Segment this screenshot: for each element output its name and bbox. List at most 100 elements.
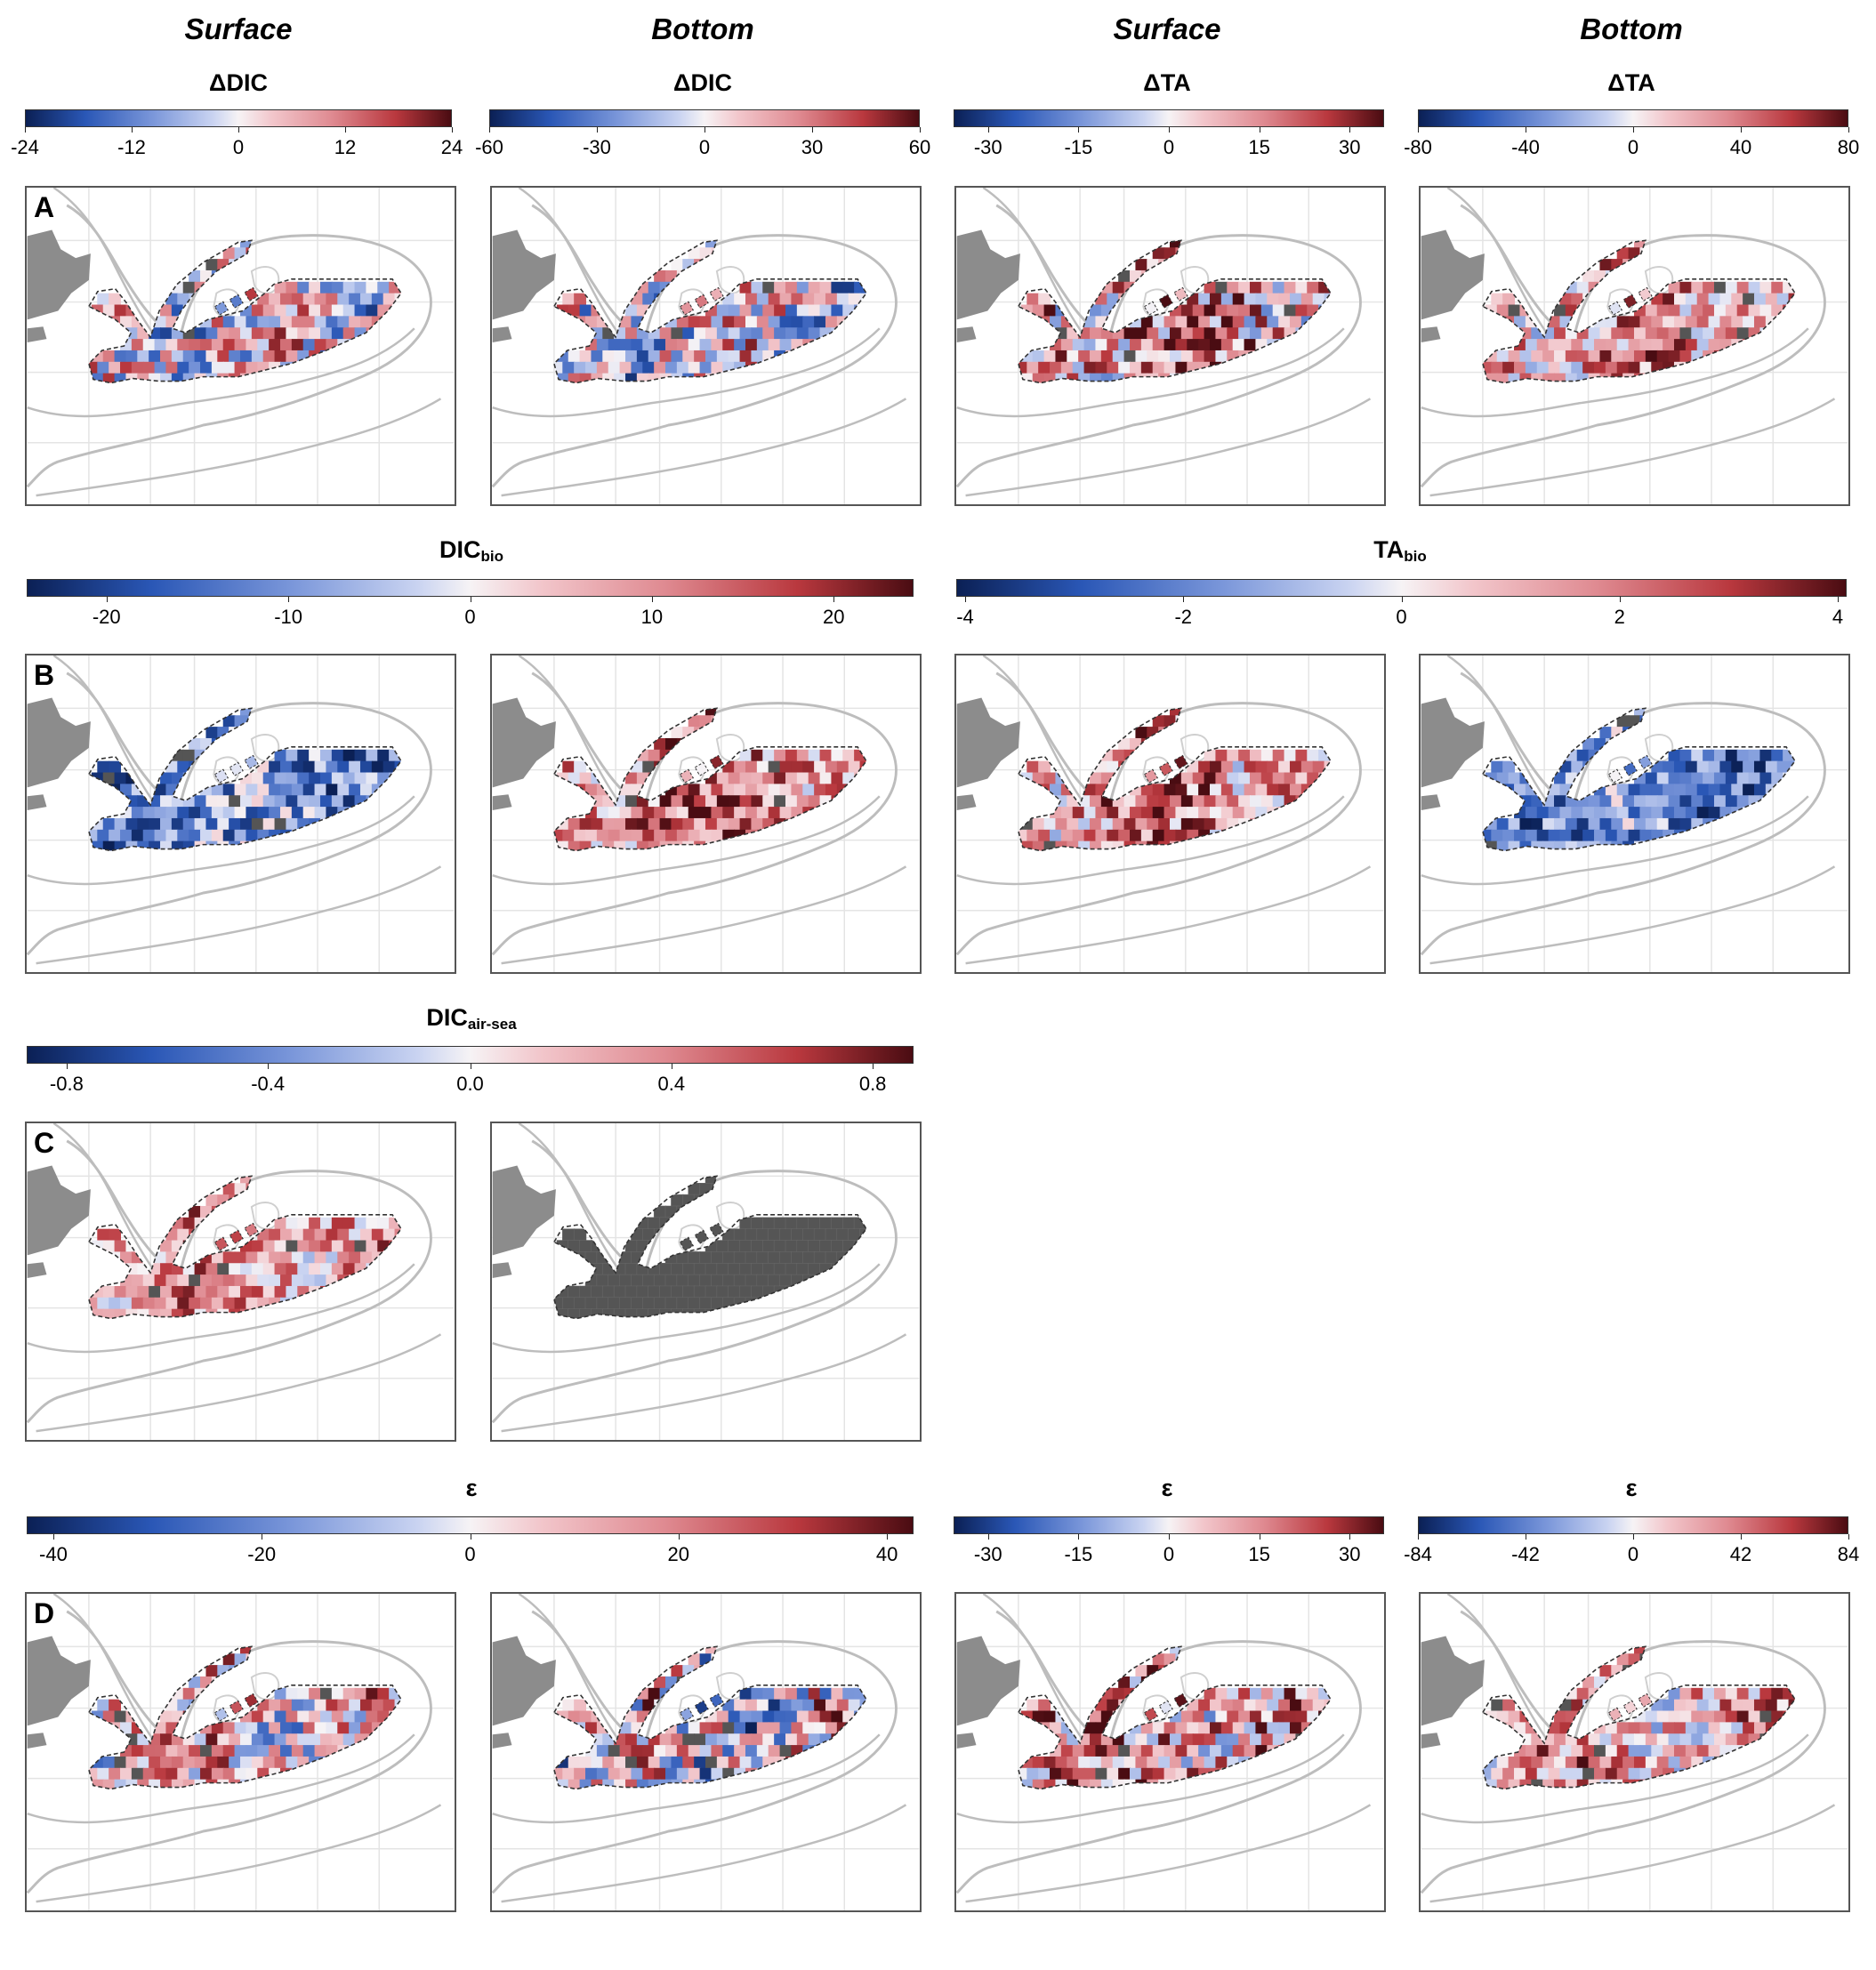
region-cell [1112, 327, 1125, 341]
region-cell [579, 373, 592, 383]
region-cell [676, 1297, 689, 1310]
region-cell [171, 1308, 184, 1319]
region-cell [286, 1263, 299, 1276]
region-cell [1307, 1710, 1320, 1724]
region-cell [1175, 1722, 1188, 1735]
region-cell [1152, 829, 1165, 842]
region-cell [1278, 339, 1291, 351]
region-cell [1027, 293, 1040, 306]
land-mass [27, 1165, 91, 1256]
region-outline [1017, 707, 1332, 852]
region-cell [1135, 1779, 1148, 1789]
region-cell [114, 1756, 127, 1769]
region-cell [165, 293, 179, 306]
region-cell [171, 350, 184, 363]
region-cell [1736, 772, 1750, 785]
region-cell [1594, 339, 1606, 351]
region-cell [102, 1779, 116, 1789]
region-cell [1531, 373, 1544, 383]
region-cell [1759, 1733, 1773, 1747]
region-cell [859, 1699, 866, 1712]
region-cell [251, 1240, 264, 1253]
region-cell [1163, 807, 1177, 819]
region-cell [796, 327, 809, 341]
region-cell [102, 1285, 116, 1299]
region-cell [1147, 840, 1160, 851]
region-cell [842, 749, 856, 762]
region-cell [1725, 1687, 1738, 1701]
colorbar-title-b2: TAbio [1373, 536, 1427, 565]
region-cell [1278, 293, 1291, 306]
region-cell [120, 1767, 133, 1781]
region-cell [211, 1251, 224, 1265]
region-cell [1307, 1687, 1320, 1701]
region-cell [688, 316, 701, 329]
region-cell [280, 1228, 293, 1242]
region-cell [739, 281, 753, 294]
region-cell [205, 1665, 219, 1677]
region-cell [302, 1699, 316, 1712]
region-cell [1220, 316, 1234, 329]
region-cell [1204, 1710, 1217, 1724]
region-cell [1554, 795, 1566, 808]
region-cell [1152, 247, 1165, 261]
region-cell [774, 772, 786, 785]
region-cell [1554, 373, 1566, 383]
region-cell [1554, 350, 1566, 363]
region-cell [1536, 339, 1550, 351]
region-cell [1508, 350, 1521, 363]
region-cell [1691, 1733, 1704, 1747]
region-cell [251, 350, 264, 363]
region-cell [579, 1756, 592, 1769]
region-cell [1759, 327, 1773, 341]
region-cell [671, 327, 684, 341]
region-cell [1703, 795, 1715, 808]
region-cell [1095, 1722, 1108, 1735]
region-cell [1289, 293, 1302, 306]
land-mass [492, 229, 556, 320]
region-cell [1594, 361, 1606, 374]
region-cell [831, 327, 844, 341]
region-cell [1725, 749, 1738, 762]
region-cell [671, 727, 684, 739]
region-cell [688, 1767, 701, 1781]
region-cell [802, 1699, 816, 1712]
colorbar-d3 [954, 1516, 1384, 1534]
region-cell [1152, 316, 1165, 329]
region-cell [1622, 1733, 1635, 1747]
region-cell [1198, 807, 1211, 819]
colorbar-title-c1: DICair-sea [426, 1004, 517, 1033]
region-cell [1170, 1646, 1182, 1655]
region-cell [722, 316, 736, 329]
bank-cell [244, 1693, 259, 1708]
region-cell [1703, 1687, 1715, 1701]
region-cell [1639, 1745, 1653, 1757]
isobath-line [518, 1123, 625, 1278]
region-cell [1072, 339, 1085, 351]
region-cell [1215, 1756, 1228, 1769]
region-cell [1622, 1779, 1635, 1789]
region-cell [1576, 327, 1590, 341]
region-cell [711, 361, 724, 374]
region-cell [280, 1745, 293, 1757]
region-cell [1616, 1767, 1630, 1781]
region-cell [1192, 327, 1205, 341]
map-panel-a-surface-dic: A [25, 186, 456, 506]
region-cell [739, 304, 753, 318]
region-cell [309, 749, 321, 762]
region-cell [1260, 327, 1274, 341]
region-cell [354, 749, 367, 762]
region-cell [302, 1274, 316, 1287]
isobath-line [501, 398, 907, 497]
region-cell [814, 1745, 826, 1757]
region-cell [671, 795, 684, 808]
region-cell [102, 817, 116, 831]
region-cell [1588, 1733, 1601, 1747]
colorbar-tick-label: 2 [1614, 606, 1625, 628]
region-cell [739, 1687, 753, 1701]
region-cell [756, 339, 769, 351]
region-cell [1180, 350, 1194, 363]
bank-contour [678, 1224, 705, 1253]
map-panel-d-surface-eps: D [25, 1592, 456, 1912]
region-cell [814, 339, 826, 351]
